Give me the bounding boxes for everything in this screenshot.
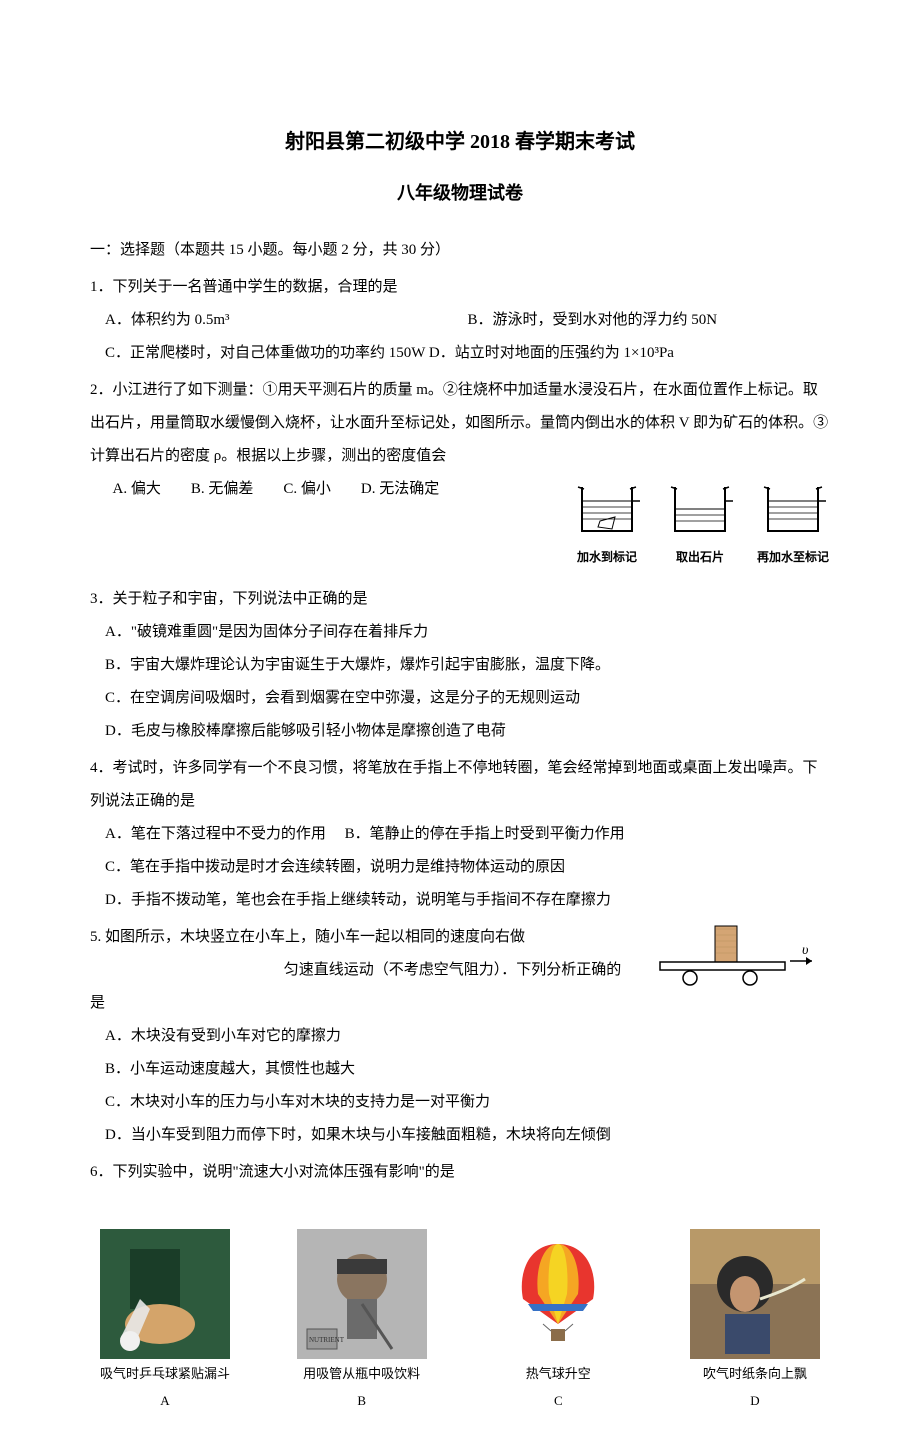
q6-caption-d: 吹气时纸条向上飘 [680,1365,830,1383]
question-5: υ 5. 如图所示，木块竖立在小车上，随小车一起以相同的速度向右做 匀速直线运动… [90,921,830,1152]
title-sub: 八年级物理试卷 [90,174,830,214]
section-header: 一：选择题（本题共 15 小题。每小题 2 分，共 30 分） [90,234,830,267]
q6-img-c [493,1229,623,1359]
q5-optD: D．当小车受到阻力而停下时，如果木块与小车接触面粗糙，木块将向左倾倒 [90,1119,830,1152]
q6-item-b: NUTRIENT 用吸管从瓶中吸饮料 B [287,1229,437,1416]
question-4: 4．考试时，许多同学有一个不良习惯，将笔放在手指上不停地转圈，笔会经常掉到地面或… [90,752,830,917]
q6-caption-b: 用吸管从瓶中吸饮料 [287,1365,437,1383]
q4-stem: 4．考试时，许多同学有一个不良习惯，将笔放在手指上不停地转圈，笔会经常掉到地面或… [90,752,830,818]
beaker-3: 再加水至标记 [756,479,830,565]
q6-label-d: D [680,1387,830,1416]
beaker-2-label: 取出石片 [663,550,737,564]
q6-label-a: A [90,1387,240,1416]
q2-figure: 加水到标记 取出石片 [570,479,830,579]
beaker-1: 加水到标记 [570,479,644,565]
beaker-icon [570,479,644,539]
q3-optB: B．宇宙大爆炸理论认为宇宙诞生于大爆炸，爆炸引起宇宙膨胀，温度下降。 [90,649,830,682]
q1-optA: A．体积约为 0.5m³ [105,304,468,337]
q5-optB: B．小车运动速度越大，其惯性也越大 [90,1053,830,1086]
q6-item-c: 热气球升空 C [483,1229,633,1416]
q6-label-b: B [287,1387,437,1416]
q4-optA: A．笔在下落过程中不受力的作用 [105,826,326,842]
q5-stem-p1: 5. 如图所示，木块竖立在小车上，随小车一起以相同的速度向右做 [90,929,525,945]
q5-optA: A．木块没有受到小车对它的摩擦力 [90,1020,830,1053]
q1-optC: C．正常爬楼时，对自己体重做功的功率约 150W [105,345,425,361]
svg-text:υ: υ [802,943,808,958]
q2-optA: A. 偏大 [113,473,161,506]
q4-optD: D．手指不拨动笔，笔也会在手指上继续转动，说明笔与手指间不存在摩擦力 [90,884,830,917]
q6-item-a: 吸气时乒乓球紧贴漏斗 A [90,1229,240,1416]
q6-img-b: NUTRIENT [297,1229,427,1359]
q5-figure: υ [640,921,820,991]
question-3: 3．关于粒子和宇宙，下列说法中正确的是 A．"破镜难重圆"是因为固体分子间存在着… [90,583,830,748]
q2-optD: D. 无法确定 [361,473,439,506]
beaker-1-label: 加水到标记 [570,550,644,564]
question-2: 2．小江进行了如下测量：①用天平测石片的质量 m。②往烧杯中加适量水浸没石片，在… [90,374,830,579]
question-1: 1．下列关于一名普通中学生的数据，合理的是 A．体积约为 0.5m³ B．游泳时… [90,271,830,370]
q6-caption-c: 热气球升空 [483,1365,633,1383]
beaker-icon [756,479,830,539]
cart-block-icon: υ [640,921,820,991]
q6-item-d: 吹气时纸条向上飘 D [680,1229,830,1416]
q3-stem: 3．关于粒子和宇宙，下列说法中正确的是 [90,583,830,616]
q4-optC: C．笔在手指中拨动是时才会连续转圈，说明力是维持物体运动的原因 [90,851,830,884]
svg-text:NUTRIENT: NUTRIENT [309,1336,345,1344]
beaker-3-label: 再加水至标记 [756,550,830,564]
q6-img-a [100,1229,230,1359]
q6-caption-a: 吸气时乒乓球紧贴漏斗 [90,1365,240,1383]
q3-optC: C．在空调房间吸烟时，会看到烟雾在空中弥漫，这是分子的无规则运动 [90,682,830,715]
q1-stem: 1．下列关于一名普通中学生的数据，合理的是 [90,271,830,304]
q5-optC: C．木块对小车的压力与小车对木块的支持力是一对平衡力 [90,1086,830,1119]
q1-optB: B．游泳时，受到水对他的浮力约 50N [468,304,831,337]
q6-label-c: C [483,1387,633,1416]
q6-stem: 6．下列实验中，说明"流速大小对流体压强有影响"的是 [90,1156,830,1189]
question-6: 6．下列实验中，说明"流速大小对流体压强有影响"的是 吸气时乒乓球紧贴漏斗 A [90,1156,830,1416]
q2-optC: C. 偏小 [283,473,331,506]
q6-img-d [690,1229,820,1359]
title-main: 射阳县第二初级中学 2018 春学期末考试 [90,120,830,164]
q3-optA: A．"破镜难重圆"是因为固体分子间存在着排斥力 [90,616,830,649]
q2-optB: B. 无偏差 [191,473,254,506]
q4-optB: B．笔静止的停在手指上时受到平衡力作用 [345,826,625,842]
beaker-2: 取出石片 [663,479,737,565]
q5-stem-p2: 匀速直线运动（不考虑空气阻力）．下列分析正确的是 [90,962,621,1011]
beaker-icon [663,479,737,539]
q2-stem: 2．小江进行了如下测量：①用天平测石片的质量 m。②往烧杯中加适量水浸没石片，在… [90,374,830,473]
q3-optD: D．毛皮与橡胶棒摩擦后能够吸引轻小物体是摩擦创造了电荷 [90,715,830,748]
q1-optD: D．站立时对地面的压强约为 1×10³Pa [429,345,674,361]
